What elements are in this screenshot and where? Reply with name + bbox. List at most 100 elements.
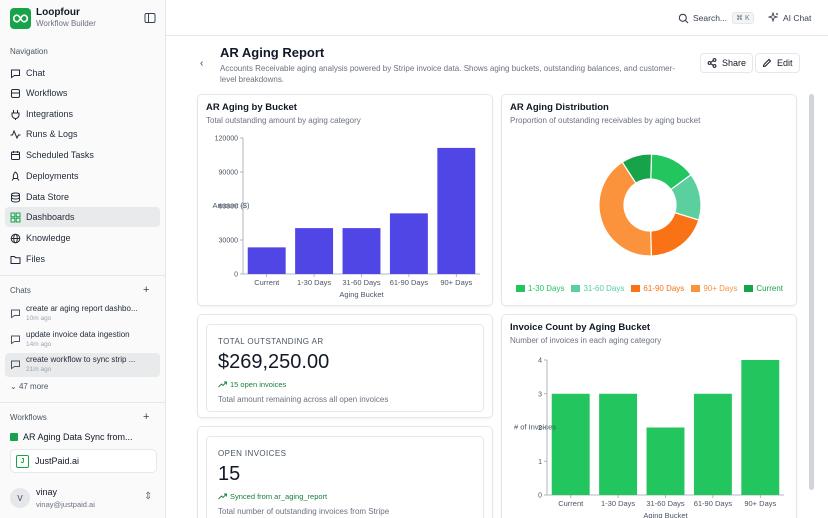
bar — [551, 393, 590, 495]
search-label: Search... — [693, 13, 728, 23]
x-axis-label: Aging Bucket — [339, 290, 384, 299]
grid-icon — [10, 212, 21, 223]
chats-label: Chats — [10, 286, 31, 295]
sidebar-item-label: Chat — [26, 68, 46, 78]
more-count: 47 more — [18, 382, 49, 391]
navigation-label: Navigation — [10, 47, 48, 56]
new-workflow-plus-icon[interactable]: + — [143, 411, 150, 423]
loopfour-logo-icon — [10, 7, 31, 29]
legend-label: 31-60 Days — [583, 284, 625, 293]
card-subtitle: Number of invoices in each aging categor… — [510, 336, 662, 345]
bar — [646, 427, 685, 495]
stat-note-text: Synced from ar_aging_report — [230, 492, 328, 501]
x-tick-label: Current — [558, 499, 584, 508]
legend-item[interactable]: Current — [744, 284, 783, 293]
sidebar-item-runs-logs[interactable]: Runs & Logs — [5, 124, 160, 144]
ai-chat-label: AI Chat — [783, 12, 812, 23]
sidebar-item-workflows[interactable]: Workflows — [5, 83, 160, 103]
chat-item[interactable]: update invoice data ingestion 14m ago — [5, 328, 160, 352]
legend-swatch — [631, 285, 641, 292]
folder-icon — [10, 254, 21, 265]
sidebar-item-label: Integrations — [26, 109, 74, 119]
ar-aging-bucket-card: AR Aging by Bucket Total outstanding amo… — [197, 94, 493, 306]
globe-icon — [10, 233, 21, 244]
legend-swatch — [571, 285, 581, 292]
sidebar-item-label: Deployments — [26, 171, 79, 181]
activity-icon — [10, 129, 21, 140]
back-chevron-icon[interactable]: ‹ — [200, 58, 204, 69]
y-axis-label: # of Invoices — [514, 423, 556, 432]
chat-time: 10m ago — [26, 315, 52, 322]
stat-panel: OPEN INVOICES 15 Synced from ar_aging_re… — [206, 436, 484, 518]
ar-aging-bar-chart: 0 30000 60000 90000 120000 Current 1-30 Days 31… — [212, 136, 480, 299]
x-tick-label: 1-30 Days — [601, 499, 635, 508]
search-button[interactable]: Search... ⌘ K — [678, 12, 754, 24]
y-tick-label: 0 — [234, 272, 238, 279]
y-tick-label: 120000 — [215, 136, 238, 143]
chat-item[interactable]: create workflow to sync strip ... 21m ag… — [5, 353, 160, 377]
sidebar-item-chat[interactable]: Chat — [5, 63, 160, 83]
card-subtitle: Total outstanding amount by aging catego… — [206, 116, 361, 125]
bar — [693, 393, 732, 495]
ar-distribution-donut-chart — [598, 153, 702, 257]
brand[interactable]: Loopfour Workflow Builder — [10, 7, 96, 29]
stat-trend: Synced from ar_aging_report — [218, 492, 327, 501]
search-icon — [678, 13, 689, 24]
chat-icon — [10, 334, 21, 345]
org-name: JustPaid.ai — [35, 456, 80, 466]
user-menu[interactable]: V vinay vinay@justpaid.ai ⇕ — [10, 486, 160, 512]
app-name: Loopfour — [36, 7, 80, 18]
legend-label: 61-90 Days — [643, 284, 685, 293]
sidebar-item-scheduled-tasks[interactable]: Scheduled Tasks — [5, 145, 160, 165]
stat-value: 15 — [218, 463, 241, 485]
chat-item[interactable]: create ar aging report dashbo... 10m ago — [5, 302, 160, 326]
legend-swatch — [744, 285, 754, 292]
bar — [437, 147, 476, 274]
new-chat-plus-icon[interactable]: + — [143, 284, 150, 296]
sidebar-item-label: Knowledge — [26, 233, 71, 243]
sidebar-item-files[interactable]: Files — [5, 249, 160, 269]
legend-item[interactable]: 61-90 Days — [631, 284, 684, 293]
app-subtitle: Workflow Builder — [36, 19, 96, 28]
legend-item[interactable]: 1-30 Days — [516, 284, 564, 293]
sidebar-item-label: Runs & Logs — [26, 129, 78, 139]
stat-label: OPEN INVOICES — [218, 449, 287, 458]
chat-icon — [10, 68, 21, 79]
total-ar-card: TOTAL OUTSTANDING AR $269,250.00 15 open… — [197, 314, 493, 418]
sidebar-item-data-store[interactable]: Data Store — [5, 187, 160, 207]
sidebar-toggle-icon[interactable] — [144, 12, 156, 24]
x-tick-label: 31-60 Days — [342, 278, 381, 287]
legend-item[interactable]: 31-60 Days — [571, 284, 624, 293]
sidebar-item-label: Workflows — [26, 88, 68, 98]
share-label: Share — [722, 58, 747, 68]
stat-trend: 15 open invoices — [218, 380, 286, 389]
workflow-item[interactable]: AR Aging Data Sync from... — [10, 432, 133, 442]
invoice-count-bar-chart: 0 1 2 3 4 Current 1-30 Days 31-60 Days 61-90 Day… — [514, 358, 784, 518]
share-button[interactable]: Share — [700, 53, 754, 73]
avatar: V — [10, 488, 30, 508]
sidebar-item-deployments[interactable]: Deployments — [5, 166, 160, 186]
x-tick-label: Current — [254, 278, 280, 287]
user-name: vinay — [36, 487, 58, 497]
invoice-count-card: Invoice Count by Aging Bucket Number of … — [501, 314, 797, 518]
y-tick-label: 90000 — [219, 170, 239, 177]
sidebar-item-label: Data Store — [26, 192, 70, 202]
page-title: AR Aging Report — [220, 45, 325, 60]
legend-item[interactable]: 90+ Days — [691, 284, 737, 293]
calendar-icon — [10, 150, 21, 161]
sidebar-item-dashboards[interactable]: Dashboards — [5, 207, 160, 227]
ai-chat-button[interactable]: AI Chat — [768, 12, 811, 23]
sidebar-item-integrations[interactable]: Integrations — [5, 104, 160, 124]
donut-slice — [598, 161, 652, 257]
card-title: Invoice Count by Aging Bucket — [510, 322, 651, 333]
org-switcher[interactable]: J JustPaid.ai — [10, 449, 157, 473]
trend-up-icon — [218, 381, 227, 388]
chat-title: update invoice data ingestion — [26, 330, 130, 339]
legend-label: 1-30 Days — [528, 284, 565, 293]
x-tick-label: 90+ Days — [744, 499, 776, 508]
stat-label: TOTAL OUTSTANDING AR — [218, 337, 324, 346]
scrollbar[interactable] — [809, 94, 814, 490]
edit-button[interactable]: Edit — [755, 53, 800, 73]
sidebar-item-knowledge[interactable]: Knowledge — [5, 228, 160, 248]
show-more-chats[interactable]: ⌄ 47 more — [10, 382, 48, 391]
